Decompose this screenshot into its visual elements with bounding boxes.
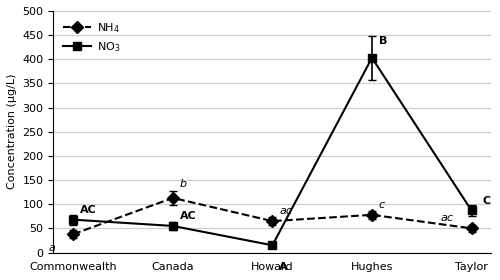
Text: ac: ac — [441, 213, 454, 223]
Text: ac: ac — [280, 206, 292, 216]
Text: C: C — [482, 195, 491, 206]
Text: A: A — [280, 262, 288, 272]
Text: a: a — [48, 243, 55, 253]
Text: B: B — [379, 36, 388, 46]
Y-axis label: Concentration (μg/L): Concentration (μg/L) — [7, 74, 17, 190]
Text: AC: AC — [180, 211, 196, 221]
Text: AC: AC — [80, 205, 97, 215]
Text: c: c — [379, 200, 385, 210]
Text: b: b — [180, 179, 187, 189]
Legend: NH$_4$, NO$_3$: NH$_4$, NO$_3$ — [59, 17, 124, 59]
